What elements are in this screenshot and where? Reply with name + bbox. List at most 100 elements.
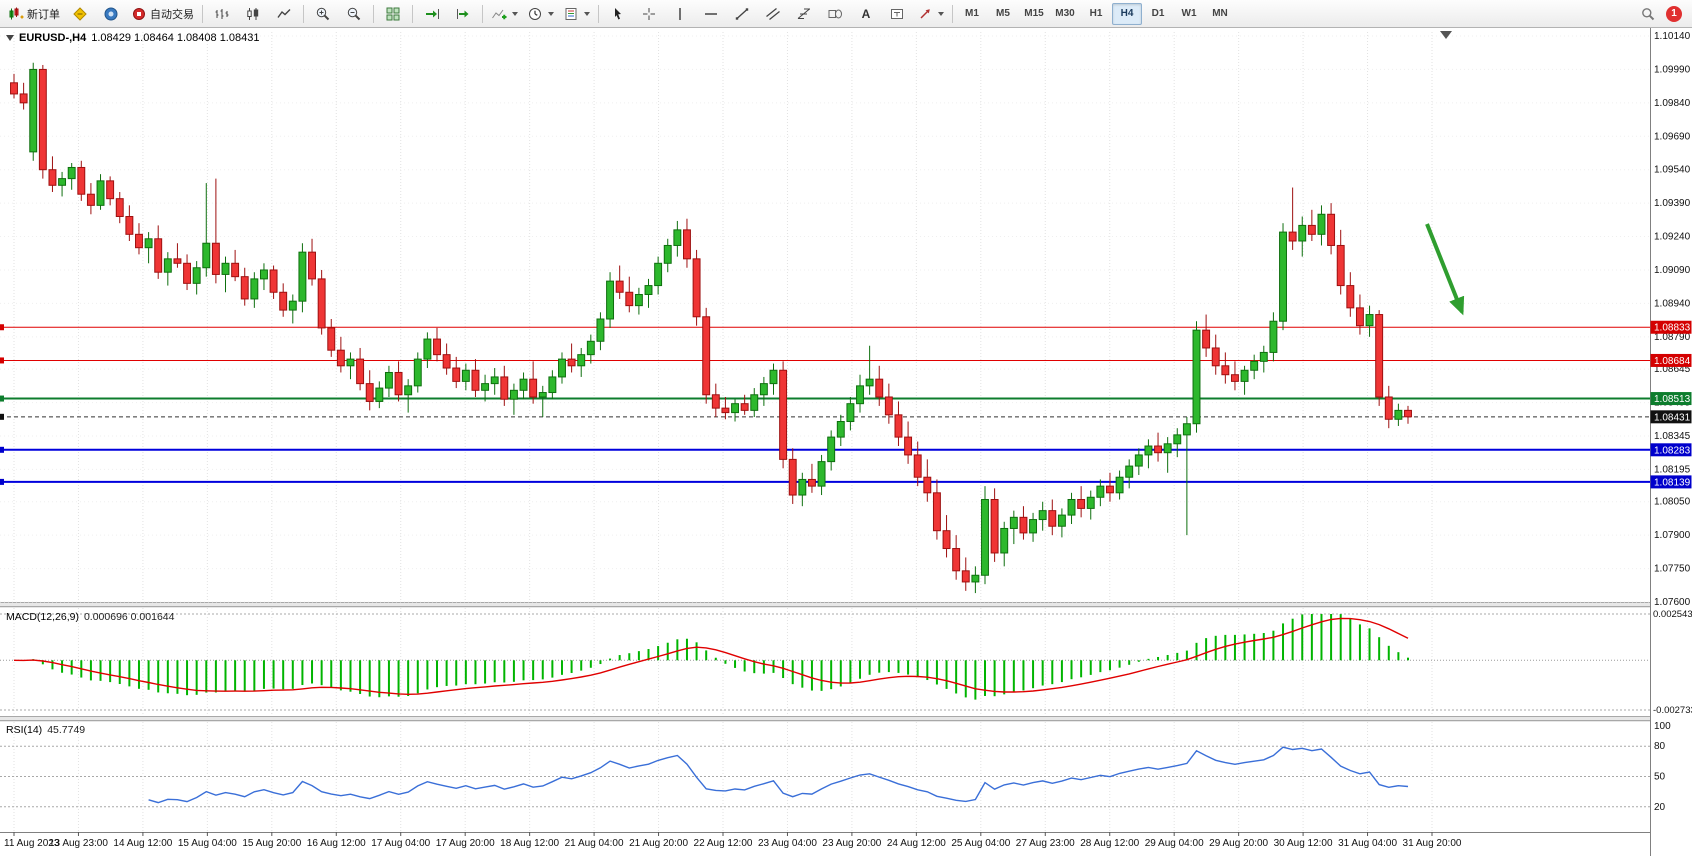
- shapes-button[interactable]: [820, 2, 850, 26]
- svg-text:50: 50: [1654, 772, 1666, 783]
- autotrading-label: 自动交易: [150, 8, 194, 21]
- svg-text:14 Aug 12:00: 14 Aug 12:00: [113, 838, 172, 849]
- text-button[interactable]: A: [851, 2, 881, 26]
- text-label-button[interactable]: [882, 2, 912, 26]
- svg-text:100: 100: [1654, 721, 1671, 732]
- one-click-trading-toggle[interactable]: [6, 35, 14, 41]
- periods-button[interactable]: [523, 2, 558, 26]
- cursor-button[interactable]: [603, 2, 633, 26]
- auto-scroll-button[interactable]: [417, 2, 447, 26]
- svg-text:24 Aug 12:00: 24 Aug 12:00: [887, 838, 946, 849]
- clock-icon: [529, 7, 541, 20]
- new-order-button[interactable]: 新订单: [4, 2, 64, 26]
- zoom-out-button[interactable]: [339, 2, 369, 26]
- templates-button[interactable]: [559, 2, 594, 26]
- svg-text:17 Aug 20:00: 17 Aug 20:00: [436, 838, 495, 849]
- timeframe-h1-button[interactable]: H1: [1089, 8, 1103, 19]
- vertical-line-icon: [679, 7, 681, 20]
- svg-text:1.08833: 1.08833: [1654, 323, 1691, 334]
- vertical-line-button[interactable]: [665, 2, 695, 26]
- timeframe-m5-button[interactable]: M5: [996, 8, 1010, 19]
- channel-icon: [766, 7, 780, 20]
- templates-icon: [565, 7, 577, 20]
- timeframe-w1-button[interactable]: W1: [1181, 8, 1197, 19]
- toolbar-separator: [303, 4, 304, 23]
- arrow-tool-icon: [920, 8, 930, 19]
- indicators-button[interactable]: [487, 2, 522, 26]
- dropdown-caret-icon: [584, 11, 590, 16]
- svg-text:1.09090: 1.09090: [1654, 265, 1691, 276]
- trendline-icon: [735, 7, 749, 20]
- timeframe-d1-button[interactable]: D1: [1151, 8, 1165, 19]
- dropdown-caret-icon: [938, 11, 944, 16]
- tile-windows-button[interactable]: [378, 2, 408, 26]
- dropdown-caret-icon: [512, 11, 518, 16]
- svg-text:1.07750: 1.07750: [1654, 564, 1691, 575]
- horizontal-line-icon: [705, 12, 717, 15]
- svg-text:21 Aug 20:00: 21 Aug 20:00: [629, 838, 688, 849]
- arrow-annotation[interactable]: [1425, 223, 1465, 316]
- timeframe-mn-button[interactable]: MN: [1212, 8, 1228, 19]
- candlestick-button[interactable]: [238, 2, 268, 26]
- tile-windows-icon: [386, 7, 400, 20]
- line-chart-button[interactable]: [269, 2, 299, 26]
- macd-panel: [0, 613, 1650, 711]
- horizontal-line-button[interactable]: [696, 2, 726, 26]
- fibonacci-button[interactable]: [789, 2, 819, 26]
- autotrading-icon: [133, 7, 145, 20]
- svg-text:1.09690: 1.09690: [1654, 131, 1691, 142]
- svg-text:15 Aug 04:00: 15 Aug 04:00: [178, 838, 237, 849]
- toolbar-separator: [202, 4, 203, 23]
- text-label-icon: [891, 8, 903, 19]
- toolbar-separator: [482, 4, 483, 23]
- new-order-label: 新订单: [27, 8, 60, 21]
- svg-text:-0.002733: -0.002733: [1653, 705, 1692, 716]
- svg-text:17 Aug 04:00: 17 Aug 04:00: [371, 838, 430, 849]
- community-button[interactable]: [96, 2, 126, 26]
- zoom-in-button[interactable]: [308, 2, 338, 26]
- autotrading-button[interactable]: 自动交易: [127, 2, 198, 26]
- metaeditor-icon: [73, 6, 87, 21]
- svg-text:23 Aug 20:00: 23 Aug 20:00: [822, 838, 881, 849]
- chart-background: [0, 28, 1692, 856]
- dropdown-caret-icon: [548, 11, 554, 16]
- timeframe-h4-button[interactable]: H4: [1112, 2, 1142, 25]
- price-axis[interactable]: 1.10140 1.09990 1.09840 1.09690 1.09540 1.093…: [1650, 28, 1692, 856]
- channel-button[interactable]: [758, 2, 788, 26]
- timeframe-m1-button[interactable]: M1: [965, 8, 979, 19]
- svg-text:1.08645: 1.08645: [1654, 364, 1691, 375]
- timeframe-m30-button[interactable]: M30: [1055, 8, 1075, 19]
- indicators-add-icon: [492, 9, 507, 19]
- toolbar-separator: [412, 4, 413, 23]
- svg-text:1.08431: 1.08431: [1654, 412, 1691, 423]
- chart-shift-icon: [457, 8, 469, 19]
- svg-text:30 Aug 12:00: 30 Aug 12:00: [1274, 838, 1333, 849]
- svg-text:29 Aug 20:00: 29 Aug 20:00: [1209, 838, 1268, 849]
- svg-text:16 Aug 12:00: 16 Aug 12:00: [307, 838, 366, 849]
- metaeditor-button[interactable]: [65, 2, 95, 26]
- notification-badge[interactable]: 1: [1666, 5, 1682, 22]
- fibonacci-icon: [797, 8, 810, 19]
- svg-text:25 Aug 04:00: 25 Aug 04:00: [951, 838, 1010, 849]
- bar-chart-button[interactable]: [207, 2, 237, 26]
- bar-chart-icon: [215, 8, 229, 19]
- svg-text:20: 20: [1654, 802, 1666, 813]
- trendline-button[interactable]: [727, 2, 757, 26]
- new-order-icon: [9, 7, 24, 19]
- search-button[interactable]: [1633, 2, 1663, 26]
- chart-shift-button[interactable]: [448, 2, 478, 26]
- shapes-icon: [828, 9, 842, 18]
- chart-shift-marker[interactable]: [1440, 31, 1452, 39]
- auto-scroll-icon: [426, 8, 439, 19]
- candlesticks: [10, 62, 1412, 594]
- svg-text:1.08195: 1.08195: [1654, 464, 1691, 475]
- toolbar: 新订单 自动交易: [0, 0, 1692, 28]
- timeframe-m15-button[interactable]: M15: [1024, 8, 1044, 19]
- arrows-tool-button[interactable]: [913, 2, 948, 26]
- svg-text:28 Aug 12:00: 28 Aug 12:00: [1080, 838, 1139, 849]
- crosshair-button[interactable]: [634, 2, 664, 26]
- zoom-in-icon: [316, 7, 330, 20]
